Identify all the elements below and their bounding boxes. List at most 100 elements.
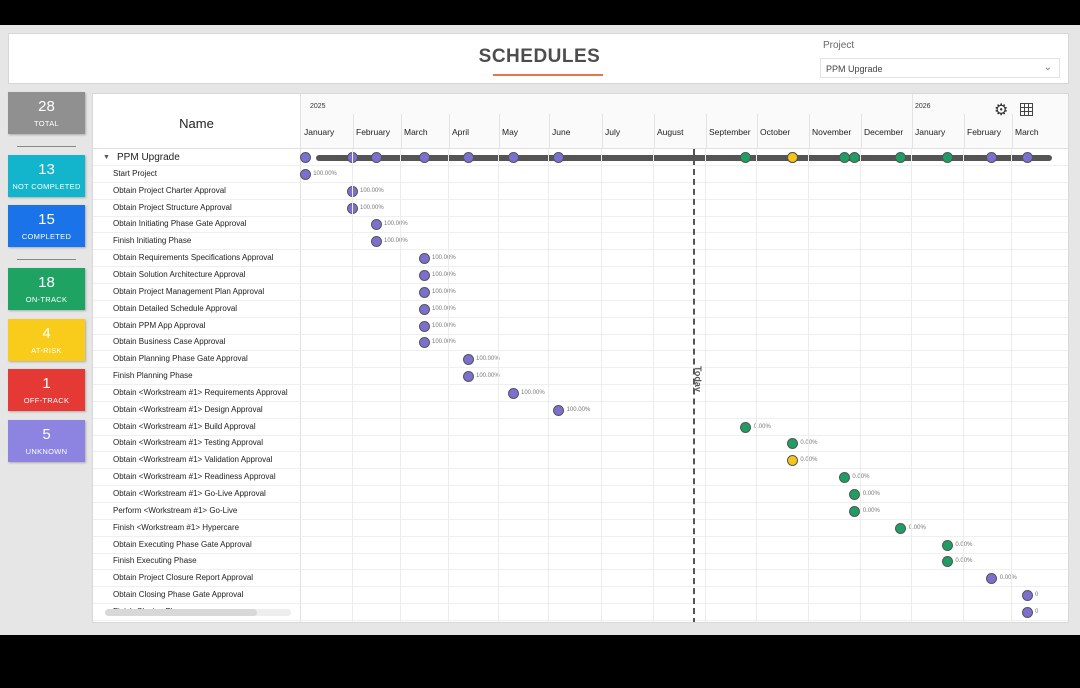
- horizontal-scrollbar[interactable]: [105, 609, 291, 616]
- task-row[interactable]: Obtain Project Charter Approval 100.00%: [93, 183, 1068, 200]
- kpi-tile-on-track[interactable]: 18 ON-TRACK: [8, 268, 85, 310]
- task-row[interactable]: Obtain <Workstream #1> Design Approval 10…: [93, 402, 1068, 419]
- milestone-dot[interactable]: [895, 522, 907, 534]
- task-row[interactable]: Obtain Business Case Approval 100.00%: [93, 334, 1068, 352]
- summary-milestone-dot[interactable]: [740, 152, 752, 163]
- group-row-ppm-upgrade[interactable]: ▼ PPM Upgrade: [93, 149, 1068, 166]
- project-select[interactable]: PPM Upgrade ⌄: [820, 58, 1060, 78]
- summary-milestone-dot[interactable]: [299, 152, 311, 163]
- milestone-dot[interactable]: [1021, 590, 1033, 602]
- percent-complete: 100.00%: [476, 356, 500, 363]
- task-row[interactable]: Obtain Detailed Schedule Approval 100.00%: [93, 301, 1068, 318]
- summary-milestone-dot[interactable]: [838, 152, 850, 163]
- kpi-label: AT-RISK: [31, 346, 62, 355]
- milestone-dot[interactable]: [838, 472, 850, 484]
- task-row[interactable]: Obtain <Workstream #1> Go-Live Approval 0…: [93, 486, 1068, 503]
- month-label: May: [502, 127, 519, 137]
- milestone-dot[interactable]: [986, 573, 998, 585]
- kpi-tile-completed[interactable]: 15 COMPLETED: [8, 205, 85, 247]
- month-label: September: [709, 127, 751, 137]
- task-row[interactable]: Obtain Closing Phase Gate Approval 0: [93, 587, 1068, 605]
- month-gridline: [757, 114, 758, 149]
- task-row[interactable]: Obtain Executing Phase Gate Approval0.00…: [93, 537, 1068, 554]
- summary-milestone-dot[interactable]: [418, 152, 430, 163]
- summary-milestone-dot[interactable]: [941, 152, 953, 163]
- summary-milestone-dot[interactable]: [1021, 152, 1033, 163]
- task-row[interactable]: Perform <Workstream #1> Go-Live 0.00%: [93, 503, 1068, 520]
- summary-milestone-dot[interactable]: [986, 152, 998, 163]
- task-row[interactable]: Finish Initiating Phase 100.00%: [93, 233, 1068, 251]
- task-row[interactable]: Obtain <Workstream #1> Requirements Appr…: [93, 385, 1068, 402]
- milestone-dot[interactable]: [941, 539, 953, 551]
- task-row[interactable]: Obtain <Workstream #1> Build Approval 0.0…: [93, 419, 1068, 436]
- milestone-dot[interactable]: [418, 320, 430, 332]
- summary-milestone-dot[interactable]: [786, 152, 798, 163]
- kpi-separator: [17, 259, 76, 260]
- summary-milestone-dot[interactable]: [507, 152, 519, 163]
- month-gridline: [448, 149, 449, 622]
- milestone-dot[interactable]: [418, 286, 430, 298]
- month-label: April: [452, 127, 470, 137]
- milestone-dot[interactable]: [740, 421, 752, 433]
- task-name: Obtain <Workstream #1> Design Approval: [113, 404, 263, 414]
- summary-milestone-dot[interactable]: [895, 152, 907, 163]
- kpi-tile-unknown[interactable]: 5 UNKNOWN: [8, 420, 85, 462]
- task-row[interactable]: Obtain Requirements Specifications Appro…: [93, 250, 1068, 268]
- task-row[interactable]: Obtain Initiating Phase Gate Approval 100…: [93, 216, 1068, 234]
- collapse-caret-icon[interactable]: ▼: [103, 154, 110, 161]
- milestone-dot[interactable]: [553, 404, 565, 416]
- percent-complete: 100.00%: [360, 204, 384, 211]
- milestone-dot[interactable]: [786, 438, 798, 450]
- kpi-value: 15: [38, 211, 55, 228]
- task-row[interactable]: Obtain Project Closure Report Approval 0.…: [93, 570, 1068, 588]
- task-row[interactable]: Obtain Solution Architecture Approval 100…: [93, 267, 1068, 284]
- summary-milestone-dot[interactable]: [849, 152, 861, 163]
- milestone-dot[interactable]: [786, 455, 798, 467]
- kpi-value: 18: [38, 274, 55, 291]
- milestone-dot[interactable]: [418, 303, 430, 315]
- task-row[interactable]: Obtain <Workstream #1> Testing Approval0…: [93, 435, 1068, 453]
- milestone-dot[interactable]: [418, 337, 430, 349]
- task-row[interactable]: Obtain Planning Phase Gate Approval 100.0…: [93, 351, 1068, 369]
- kpi-separator: [17, 146, 76, 147]
- task-row[interactable]: Obtain PPM App Approval 100.00%: [93, 318, 1068, 335]
- month-label: January: [915, 127, 946, 137]
- kpi-tile-off-track[interactable]: 1 OFF-TRACK: [8, 369, 85, 411]
- task-row[interactable]: Obtain Project Management Plan Approval 1…: [93, 284, 1068, 301]
- kpi-value: 28: [38, 98, 55, 115]
- milestone-dot[interactable]: [507, 387, 519, 399]
- milestone-dot[interactable]: [941, 556, 953, 568]
- grid-icon[interactable]: [1020, 103, 1033, 116]
- year-divider: [912, 94, 913, 114]
- task-row[interactable]: Obtain <Workstream #1> Validation Approv…: [93, 452, 1068, 470]
- today-label: Today: [693, 366, 703, 392]
- summary-milestone-dot[interactable]: [462, 152, 474, 163]
- milestone-dot[interactable]: [462, 354, 474, 366]
- milestone-dot[interactable]: [849, 489, 861, 500]
- kpi-tile-total[interactable]: 28 TOTAL: [8, 92, 85, 134]
- kpi-tile-not-completed[interactable]: 13 NOT COMPLETED: [8, 155, 85, 197]
- gear-icon[interactable]: ⚙: [994, 102, 1009, 119]
- milestone-dot[interactable]: [418, 253, 430, 265]
- task-row[interactable]: Finish Executing Phase0.00%: [93, 553, 1068, 571]
- task-row[interactable]: Finish <Workstream #1> Hypercare 0.00%: [93, 520, 1068, 537]
- summary-milestone-dot[interactable]: [553, 152, 565, 163]
- milestone-dot[interactable]: [370, 219, 382, 231]
- task-row[interactable]: Start Project 100.00%: [93, 166, 1068, 183]
- summary-milestone-dot[interactable]: [370, 152, 382, 163]
- milestone-dot[interactable]: [1021, 606, 1033, 618]
- milestone-dot[interactable]: [370, 236, 382, 248]
- kpi-value: 13: [38, 161, 55, 178]
- milestone-dot[interactable]: [418, 269, 430, 281]
- kpi-label: NOT COMPLETED: [12, 182, 81, 191]
- milestone-dot[interactable]: [849, 505, 861, 517]
- kpi-tile-at-risk[interactable]: 4 AT-RISK: [8, 319, 85, 361]
- milestone-dot[interactable]: [299, 168, 311, 180]
- percent-complete: 100.00%: [432, 271, 456, 278]
- scrollbar-thumb[interactable]: [105, 609, 257, 616]
- task-row[interactable]: Finish Planning Phase 100.00%: [93, 368, 1068, 386]
- milestone-dot[interactable]: [462, 371, 474, 383]
- task-row[interactable]: Obtain Project Structure Approval 100.00%: [93, 200, 1068, 217]
- task-row[interactable]: Obtain <Workstream #1> Readiness Approva…: [93, 469, 1068, 487]
- task-name: Finish Planning Phase: [113, 371, 193, 381]
